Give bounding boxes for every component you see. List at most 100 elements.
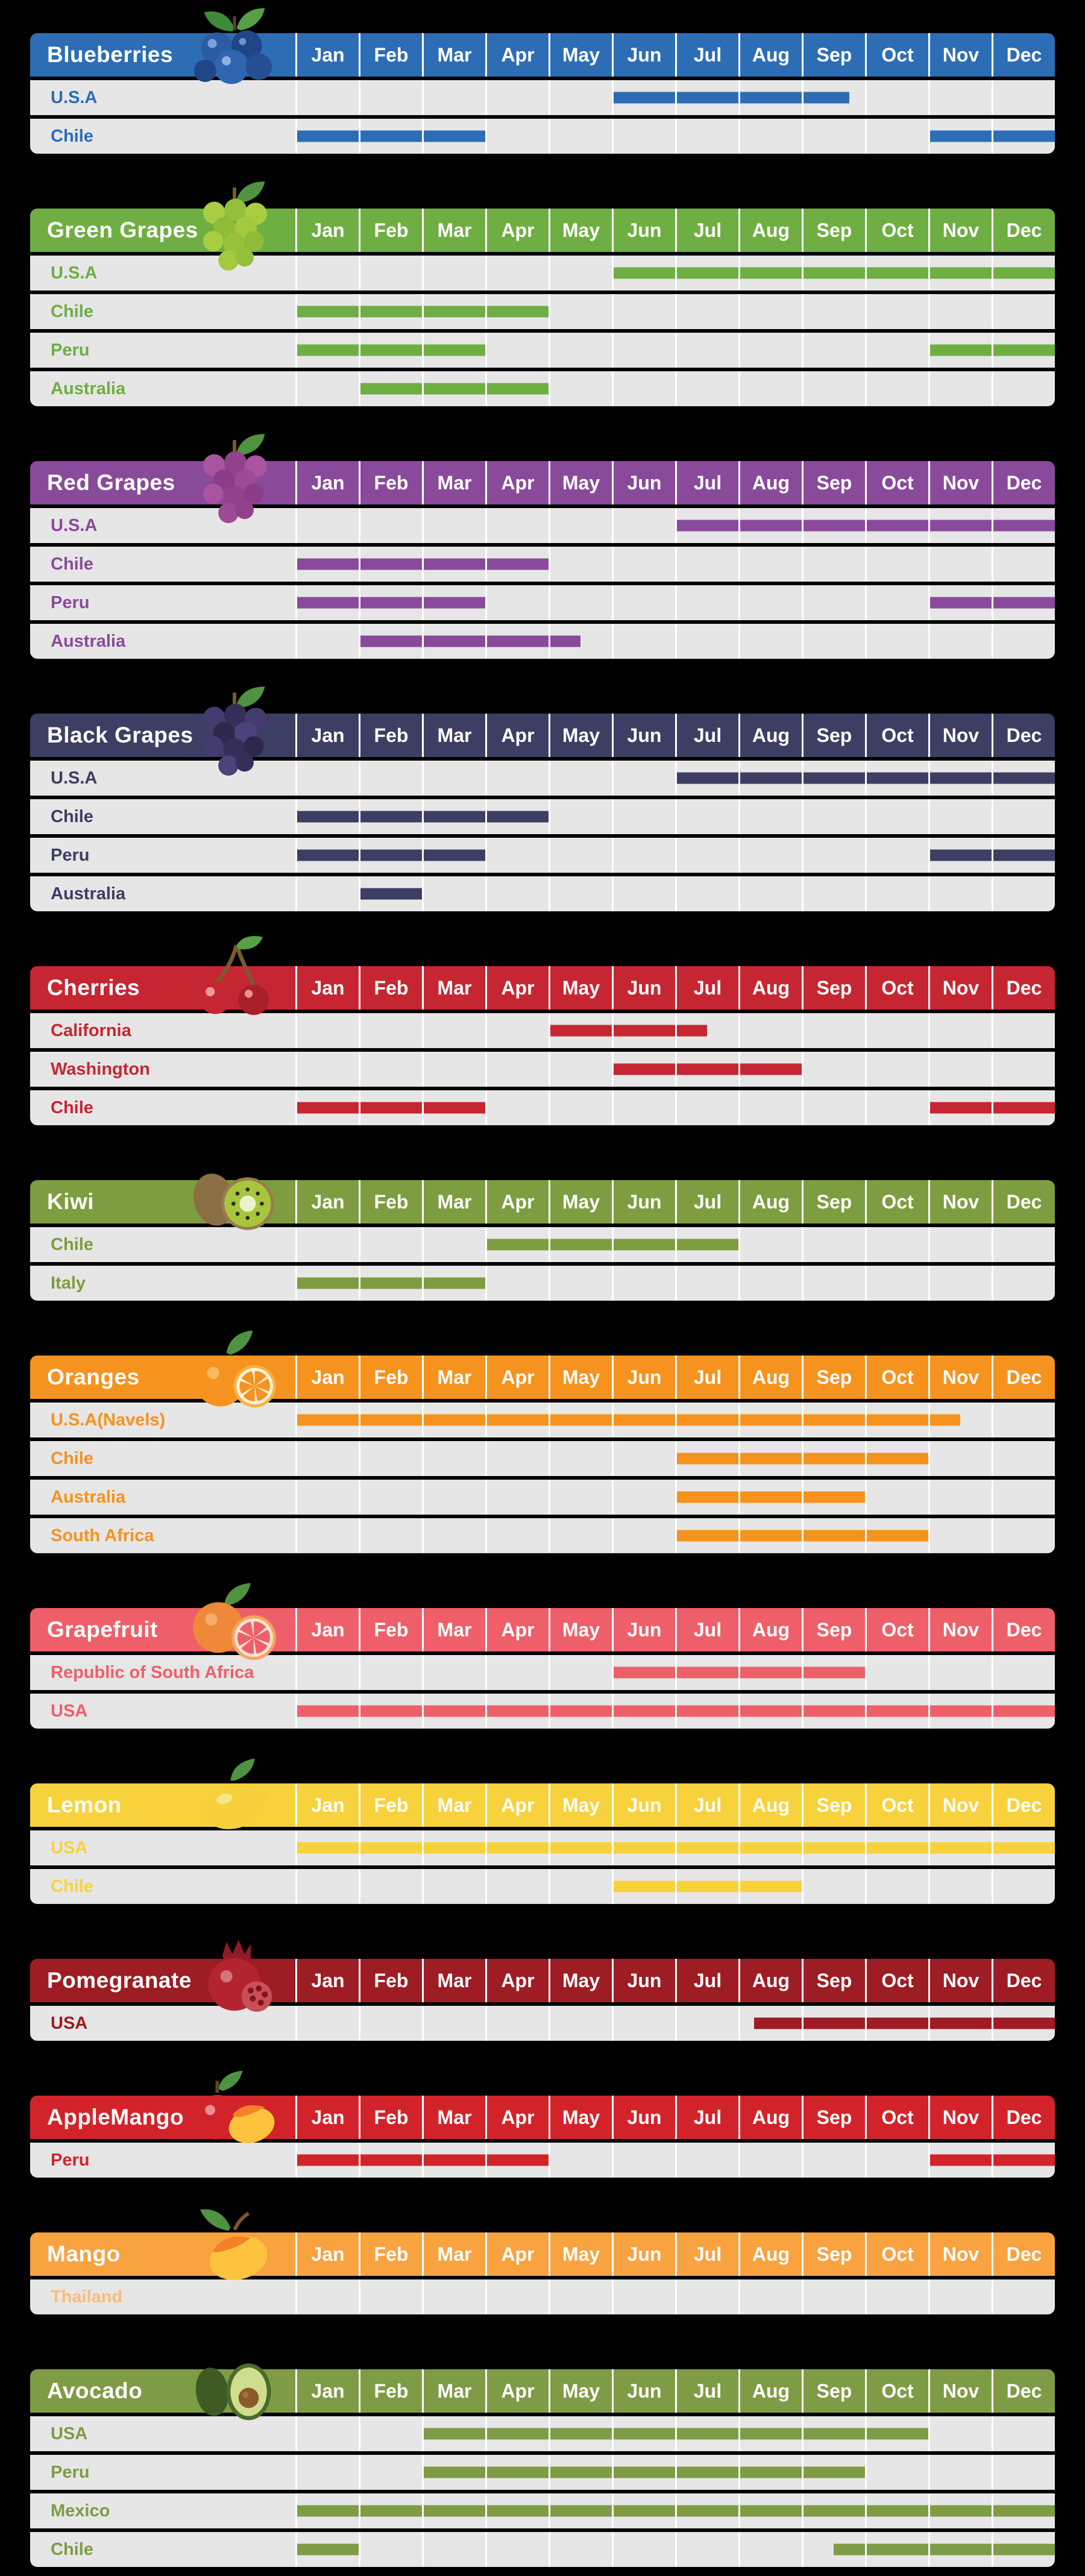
month-cell [549, 2279, 612, 2314]
country-row-usa: USA [30, 1830, 1055, 1865]
availability-track [295, 624, 1055, 659]
section-rows: U.S.A Chile Peru Australia [30, 508, 1055, 659]
month-header-oct: Oct [865, 33, 928, 77]
month-cell [485, 1013, 549, 1048]
month-cell [802, 2143, 865, 2178]
month-cell [422, 80, 485, 115]
month-cell [295, 2279, 359, 2314]
fruit-name: Black Grapes [47, 723, 193, 747]
month-header-jan: Jan [295, 2232, 359, 2276]
country-row-usa: USA [30, 1694, 1055, 1729]
month-header-nov: Nov [928, 2369, 992, 2413]
availability-bar [295, 597, 485, 609]
availability-track [295, 1266, 1055, 1301]
section-green-grapes: Green Grapes Jan Feb Mar Apr May Jun Jul Aug Sep O… [30, 181, 1055, 406]
month-cell [359, 2532, 422, 2567]
month-cell [738, 2532, 802, 2567]
availability-track [295, 1441, 1055, 1476]
country-row-australia: Australia [30, 371, 1055, 406]
month-cell [675, 371, 738, 406]
country-label: Australia [30, 1480, 295, 1515]
month-cell [865, 1013, 928, 1048]
month-cell [928, 1052, 992, 1087]
availability-bar [612, 92, 849, 104]
country-label: U.S.A [30, 80, 295, 115]
month-header-mar: Mar [422, 1356, 485, 1399]
month-cell [865, 1227, 928, 1262]
month-cell [549, 508, 612, 543]
availability-track [295, 838, 1055, 873]
month-cell [865, 1052, 928, 1087]
country-row-chile: Chile [30, 1090, 1055, 1125]
month-cell [928, 1655, 992, 1690]
month-cell [928, 371, 992, 406]
month-cell [549, 585, 612, 620]
month-header-dec: Dec [992, 1180, 1055, 1224]
month-cell [865, 838, 928, 873]
month-cell [928, 80, 992, 115]
availability-bar [485, 1239, 738, 1251]
section-rows: U.S.A(Navels) Chile Australia South Africa [30, 1403, 1055, 1553]
month-cell [422, 1052, 485, 1087]
availability-track [295, 2416, 1055, 2451]
month-header-feb: Feb [359, 1959, 422, 2002]
month-header-sep: Sep [802, 2096, 865, 2139]
month-cell [422, 761, 485, 796]
section-kiwi: Kiwi Jan Feb Mar Apr May Jun Jul Aug Sep Oct Nov Dec… [30, 1173, 1055, 1301]
availability-bar [928, 597, 1055, 609]
month-cell [422, 2006, 485, 2041]
fruit-name: Cherries [47, 975, 140, 1000]
month-cell [612, 119, 675, 154]
month-cell [359, 1227, 422, 1262]
month-header-apr: Apr [485, 2369, 549, 2413]
availability-bar [422, 2466, 865, 2478]
month-cell [549, 1090, 612, 1125]
month-cell [802, 624, 865, 659]
month-cell [359, 1655, 422, 1690]
month-cell [928, 2455, 992, 2490]
month-header-feb: Feb [359, 966, 422, 1010]
month-header-nov: Nov [928, 2096, 992, 2139]
country-label: South Africa [30, 1518, 295, 1553]
month-cell [612, 2006, 675, 2041]
month-header-jan: Jan [295, 2369, 359, 2413]
month-cell [802, 547, 865, 582]
month-header-apr: Apr [485, 209, 549, 252]
section-rows: Thailand [30, 2279, 1055, 2314]
month-cell [485, 1655, 549, 1690]
month-cell [928, 1441, 992, 1476]
availability-track [295, 2143, 1055, 2178]
month-cell [422, 2279, 485, 2314]
month-header-jun: Jun [612, 209, 675, 252]
availability-bar [928, 2154, 1055, 2166]
country-label: Peru [30, 838, 295, 873]
availability-bar [675, 772, 1055, 784]
month-header-dec: Dec [992, 714, 1055, 757]
month-header-may: May [549, 2096, 612, 2139]
month-header-jun: Jun [612, 2096, 675, 2139]
month-header-jan: Jan [295, 1608, 359, 1651]
month-header-may: May [549, 33, 612, 77]
month-cell [485, 838, 549, 873]
month-header-may: May [549, 1180, 612, 1224]
month-cell [738, 1090, 802, 1125]
section-rows: USA Peru Mexico Chile [30, 2416, 1055, 2567]
section-pomegranate: Pomegranate Jan Feb Mar Apr May Jun Jul Aug Sep Oc… [30, 1940, 1055, 2041]
availability-track [295, 1655, 1055, 1690]
month-header-nov: Nov [928, 209, 992, 252]
month-cell [422, 1441, 485, 1476]
month-cell [485, 1869, 549, 1904]
section-rows: USA Chile [30, 1830, 1055, 1904]
month-cell [802, 333, 865, 368]
availability-bar [612, 267, 1055, 279]
availability-bar [295, 811, 549, 823]
month-cell [738, 371, 802, 406]
month-cell [485, 333, 549, 368]
month-header-row: Jan Feb Mar Apr May Jun Jul Aug Sep Oct Nov Dec [295, 209, 1055, 252]
month-cell [928, 2416, 992, 2451]
country-row-peru: Peru [30, 2143, 1055, 2178]
availability-track [295, 371, 1055, 406]
availability-bar [295, 558, 549, 570]
month-cell [865, 585, 928, 620]
month-cell [802, 838, 865, 873]
